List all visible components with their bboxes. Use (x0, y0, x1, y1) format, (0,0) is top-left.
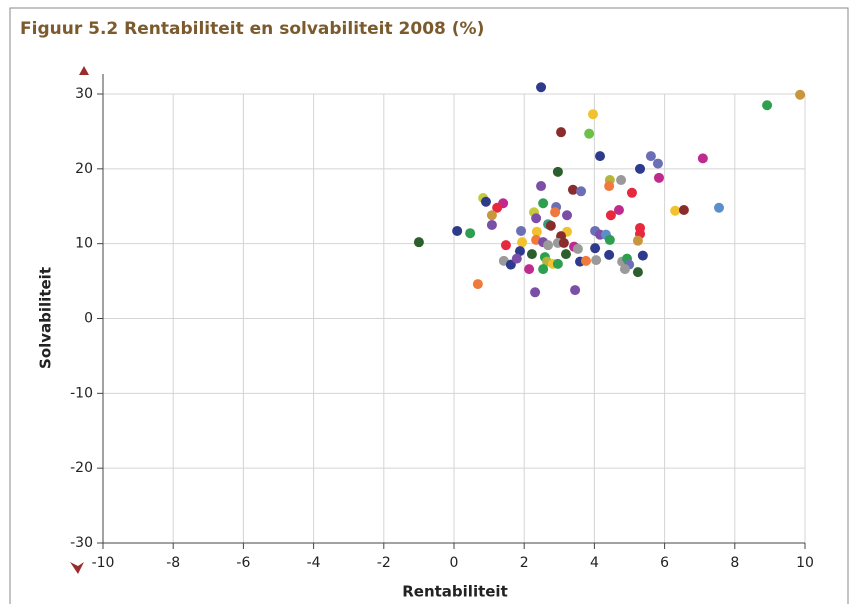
axis-arrow (70, 562, 84, 574)
scatter-point (531, 226, 542, 237)
scatter-point (591, 255, 602, 266)
scatter-point (526, 249, 537, 260)
scatter-point (492, 202, 503, 213)
scatter-point (486, 210, 497, 221)
scatter-point (480, 196, 491, 207)
x-tick-label: -4 (307, 555, 321, 571)
scatter-point (511, 253, 522, 264)
y-axis-title: Solvabiliteit (37, 267, 55, 369)
y-tick-label: 0 (84, 311, 93, 327)
scatter-point (616, 175, 627, 186)
scatter-point (584, 128, 595, 139)
scatter-point (762, 100, 773, 111)
y-tick-label: -20 (70, 460, 93, 476)
scatter-point (530, 287, 541, 298)
scatter-point (413, 237, 424, 248)
scatter-point (543, 240, 554, 251)
y-tick-label: 20 (75, 161, 93, 177)
scatter-point (572, 243, 583, 254)
x-tick-label: -10 (92, 555, 115, 571)
scatter-point (652, 158, 663, 169)
scatter-point (500, 240, 511, 251)
scatter-point (570, 285, 581, 296)
x-axis-title: Rentabiliteit (402, 583, 508, 601)
x-tick-label: -2 (377, 555, 391, 571)
scatter-point (465, 228, 476, 239)
scatter-point (560, 249, 571, 260)
scatter-point (580, 255, 591, 266)
scatter-point (538, 264, 549, 275)
chart-title: Figuur 5.2 Rentabiliteit en solvabilitei… (20, 19, 484, 39)
scatter-point (514, 246, 525, 257)
y-tick-label: -30 (70, 535, 93, 551)
scatter-point (486, 219, 497, 230)
scatter-point (452, 225, 463, 236)
x-tick-label: 2 (520, 555, 529, 571)
scatter-point (604, 234, 615, 245)
scatter-point (697, 153, 708, 164)
scatter-point (595, 151, 606, 162)
scatter-point (545, 220, 556, 231)
scatter-point (626, 187, 637, 198)
scatter-point (552, 258, 563, 269)
scatter-point (516, 225, 527, 236)
scatter-point (576, 186, 587, 197)
axis-arrow (79, 66, 89, 75)
x-tick-label: 6 (660, 555, 669, 571)
scatter-point (590, 243, 601, 254)
x-tick-label: -8 (166, 555, 180, 571)
x-tick-label: 4 (590, 555, 599, 571)
scatter-point (536, 82, 547, 93)
scatter-point (567, 184, 578, 195)
scatter-point (635, 163, 646, 174)
x-tick-label: -6 (236, 555, 250, 571)
scatter-point (653, 172, 664, 183)
scatter-point (536, 181, 547, 192)
scatter-point (714, 202, 725, 213)
scatter-point (613, 204, 624, 215)
scatter-point (637, 250, 648, 261)
scatter-point (524, 264, 535, 275)
scatter-point (605, 210, 616, 221)
scatter-point (587, 109, 598, 120)
y-tick-label: 30 (75, 86, 93, 102)
y-tick-label: 10 (75, 236, 93, 252)
scatter-point (632, 235, 643, 246)
scatter-point (550, 207, 561, 218)
scatter-point (678, 204, 689, 215)
scatter-point (531, 213, 542, 224)
scatter-point (538, 198, 549, 209)
scatter-point (670, 205, 681, 216)
scatter-point (517, 237, 528, 248)
scatter-point (795, 89, 806, 100)
scatter-point (604, 249, 615, 260)
scatter-point (632, 267, 643, 278)
scatter-point (562, 210, 573, 221)
x-tick-label: 10 (796, 555, 814, 571)
x-tick-label: 8 (730, 555, 739, 571)
frame (9, 7, 849, 604)
scatter-point (604, 181, 615, 192)
scatter-point (472, 279, 483, 290)
y-tick-label: -10 (70, 385, 93, 401)
scatter-point (645, 151, 656, 162)
scatter-point (556, 127, 567, 138)
scatter-point (619, 264, 630, 275)
x-tick-label: 0 (450, 555, 459, 571)
scatter-point (552, 166, 563, 177)
scatter-point (558, 237, 569, 248)
